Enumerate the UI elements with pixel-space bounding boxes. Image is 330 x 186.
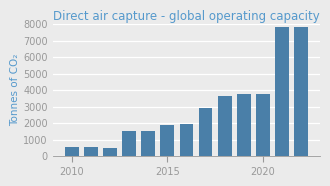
Bar (218, 96, 232, 156)
Bar (65, 147, 79, 156)
Bar (237, 94, 250, 156)
Bar (103, 148, 117, 156)
Bar (122, 132, 136, 156)
Bar (141, 132, 155, 156)
Bar (294, 28, 308, 156)
Bar (256, 94, 270, 156)
Bar (180, 124, 193, 156)
Bar (199, 108, 213, 156)
Title: Direct air capture - global operating capacity: Direct air capture - global operating ca… (53, 10, 320, 23)
Bar (275, 28, 289, 156)
Bar (84, 147, 98, 156)
Bar (160, 125, 174, 156)
Y-axis label: Tonnes of CO₂: Tonnes of CO₂ (11, 54, 20, 126)
